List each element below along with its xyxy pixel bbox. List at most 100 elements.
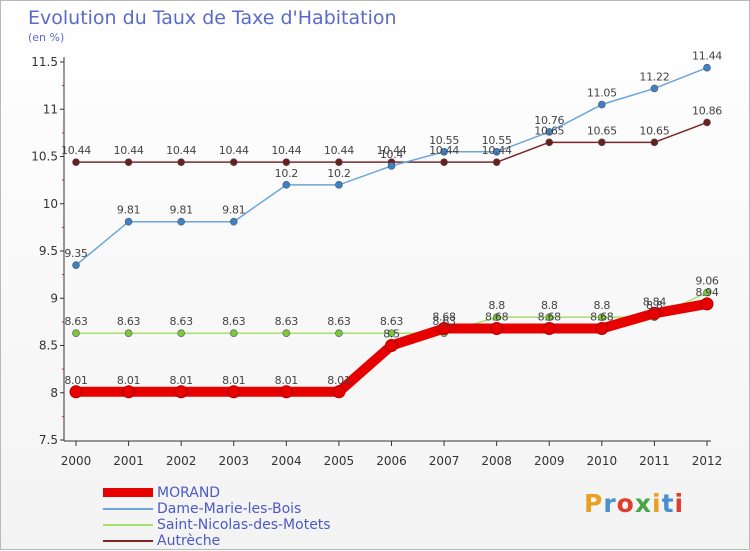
x-tick-label: 2009 (534, 454, 565, 468)
legend-label-saint-nicolas: Saint-Nicolas-des-Motets (157, 517, 331, 533)
data-label-1: 11.22 (639, 70, 669, 83)
data-point-2 (177, 329, 185, 338)
legend-swatch-morand (103, 488, 153, 497)
data-point-1 (650, 84, 659, 93)
data-label-2: 8.8 (646, 299, 663, 312)
data-label-0: 8.01 (64, 374, 87, 387)
data-label-1: 9.35 (64, 247, 88, 260)
legend-item-dame-marie: Dame-Marie-les-Bois (103, 501, 423, 517)
data-point-3 (703, 118, 711, 127)
data-point-0 (332, 385, 346, 399)
y-tick-label: 11 (43, 102, 58, 116)
data-point-0 (227, 385, 241, 399)
data-label-3: 10.44 (114, 144, 144, 157)
y-tick-label: 7.5 (39, 433, 58, 447)
data-point-0 (69, 385, 83, 399)
data-point-0 (174, 385, 188, 399)
data-point-2 (229, 329, 238, 338)
data-point-1 (177, 217, 185, 226)
data-label-2: 8.63 (170, 315, 194, 328)
x-tick-label: 2002 (166, 454, 197, 468)
data-label-0: 8.84 (643, 295, 667, 308)
logo-letter: x (634, 489, 652, 518)
y-tick-label: 9 (50, 291, 58, 305)
y-tick-label: 8 (50, 386, 58, 400)
data-label-1: 11.44 (692, 50, 722, 63)
data-label-2: 9.06 (695, 275, 719, 288)
data-label-3: 10.44 (429, 144, 459, 157)
data-point-1 (282, 181, 291, 189)
data-label-3: 10.44 (324, 144, 354, 157)
legend-swatch-saint-nicolas (103, 524, 153, 526)
data-label-2: 8.63 (432, 315, 456, 328)
data-label-2: 8.8 (541, 299, 558, 312)
data-label-1: 10.2 (275, 167, 298, 180)
data-point-1 (335, 181, 343, 189)
data-label-2: 8.63 (275, 315, 299, 328)
chart-subtitle: (en %) (28, 31, 65, 44)
data-label-1: 10.76 (534, 114, 564, 127)
y-tick-label: 8.5 (39, 339, 58, 353)
data-label-0: 8.01 (327, 374, 350, 387)
data-label-0: 8.01 (117, 374, 140, 387)
logo-letter: o (616, 489, 635, 518)
data-label-0: 8.01 (222, 374, 245, 387)
chart-title: Evolution du Taux de Taxe d'Habitation (28, 7, 397, 29)
data-point-0 (542, 321, 556, 335)
logo-letter: P (584, 489, 604, 518)
data-label-1: 10.4 (380, 148, 404, 161)
x-tick-label: 2012 (692, 454, 723, 468)
data-point-2 (492, 313, 501, 321)
data-point-2 (598, 313, 606, 321)
data-label-0: 8.01 (170, 374, 193, 387)
data-point-1 (545, 128, 554, 136)
legend-swatch-dame-marie (103, 508, 153, 510)
x-tick-label: 2008 (481, 454, 512, 468)
data-label-2: 8.63 (380, 315, 404, 328)
legend-swatch-autreche (103, 540, 153, 542)
data-point-1 (598, 100, 606, 109)
data-point-3 (72, 158, 80, 166)
data-label-2: 8.63 (64, 315, 88, 328)
data-point-2 (387, 329, 396, 338)
data-label-2: 8.8 (594, 299, 611, 312)
x-tick-label: 2001 (113, 454, 144, 468)
data-point-0 (647, 306, 661, 320)
data-point-0 (490, 321, 504, 335)
data-point-0 (700, 297, 714, 311)
x-tick-label: 2010 (587, 454, 618, 468)
data-point-1 (440, 147, 448, 156)
data-point-1 (703, 63, 711, 72)
data-point-2 (545, 313, 554, 321)
data-point-3 (229, 158, 238, 166)
chart-legend: MORAND Dame-Marie-les-Bois Saint-Nicolas… (103, 485, 423, 549)
data-label-1: 9.81 (117, 204, 140, 217)
y-tick-label: 10 (43, 197, 58, 211)
data-point-0 (595, 321, 609, 335)
data-label-3: 10.65 (587, 124, 617, 137)
data-label-0: 8.01 (275, 374, 298, 387)
data-point-2 (124, 329, 133, 338)
x-tick-label: 2004 (271, 454, 302, 468)
data-label-3: 10.65 (639, 124, 669, 137)
data-point-3 (177, 158, 185, 166)
data-label-3: 10.44 (271, 144, 301, 157)
data-label-0: 8.68 (485, 310, 509, 323)
y-tick-label: 10.5 (31, 150, 58, 164)
x-tick-label: 2000 (61, 454, 92, 468)
legend-item-autreche: Autrèche (103, 533, 423, 549)
data-label-0: 8.68 (432, 310, 456, 323)
legend-label-autreche: Autrèche (157, 533, 221, 549)
data-label-1: 10.55 (429, 134, 459, 147)
logo-letter: i (652, 489, 662, 518)
data-label-2: 8.8 (488, 299, 505, 312)
data-label-0: 8.68 (590, 310, 614, 323)
data-label-0: 8.94 (695, 286, 719, 299)
x-tick-label: 2005 (324, 454, 355, 468)
legend-label-dame-marie: Dame-Marie-les-Bois (157, 501, 302, 517)
data-label-2: 8.63 (117, 315, 141, 328)
data-label-1: 9.81 (170, 204, 193, 217)
data-point-1 (72, 261, 80, 269)
logo-letter: t (661, 489, 675, 518)
